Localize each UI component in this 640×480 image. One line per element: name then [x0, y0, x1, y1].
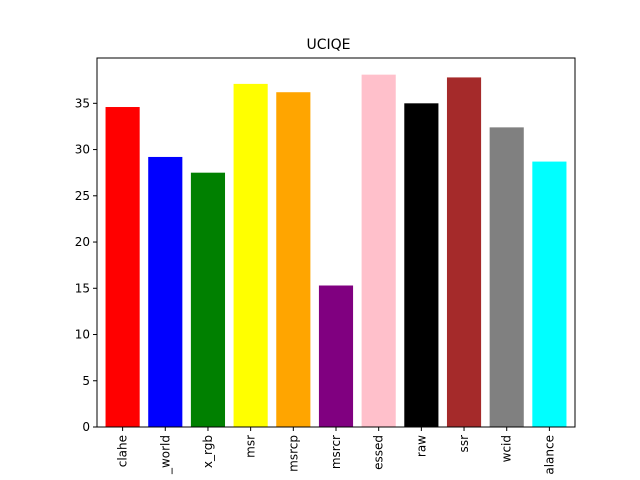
- x-tick-label: msrcp: [286, 435, 300, 472]
- x-tick-label: wcid: [500, 435, 514, 462]
- y-tick-label: 10: [75, 328, 90, 342]
- x-tick-label: msrcr: [329, 435, 343, 469]
- plot-frame: [96, 57, 576, 428]
- bars-group: [105, 74, 567, 428]
- bar-clahe: [105, 107, 140, 428]
- bar-essed: [361, 74, 396, 428]
- x-tick-label: ssr: [457, 435, 471, 453]
- bar-wcid: [489, 127, 524, 428]
- bar-alance: [532, 161, 567, 427]
- bar-msrcr: [318, 285, 354, 427]
- bar-msr: [233, 83, 268, 427]
- bar-msrcp: [276, 92, 311, 427]
- x-tick-label: essed: [372, 435, 386, 470]
- y-tick-label: 35: [75, 96, 90, 110]
- y-tick-label: 30: [75, 143, 90, 157]
- x-tick-label: _world: [158, 435, 172, 475]
- x-tick-label: alance: [542, 435, 556, 475]
- x-axis-ticks: clahe _world x_rgb msr msrcp msrcr essed raw ssr…: [116, 427, 556, 475]
- chart-title: UCIQE: [306, 37, 350, 53]
- bar-x-rgb: [190, 172, 226, 427]
- bar-world: [148, 156, 183, 427]
- y-tick-label: 15: [75, 281, 90, 295]
- bar-ssr: [446, 77, 482, 428]
- y-tick-label: 20: [75, 235, 90, 249]
- x-tick-label: raw: [414, 435, 428, 457]
- y-axis-ticks: 0 5 10 15 20 25 30 35: [75, 96, 97, 434]
- y-tick-label: 5: [82, 374, 90, 388]
- x-tick-label: clahe: [116, 435, 130, 467]
- x-tick-label: x_rgb: [201, 435, 215, 468]
- y-tick-label: 25: [75, 189, 90, 203]
- x-tick-label: msr: [244, 435, 258, 458]
- bar-raw: [404, 103, 439, 427]
- y-tick-label: 0: [82, 420, 90, 434]
